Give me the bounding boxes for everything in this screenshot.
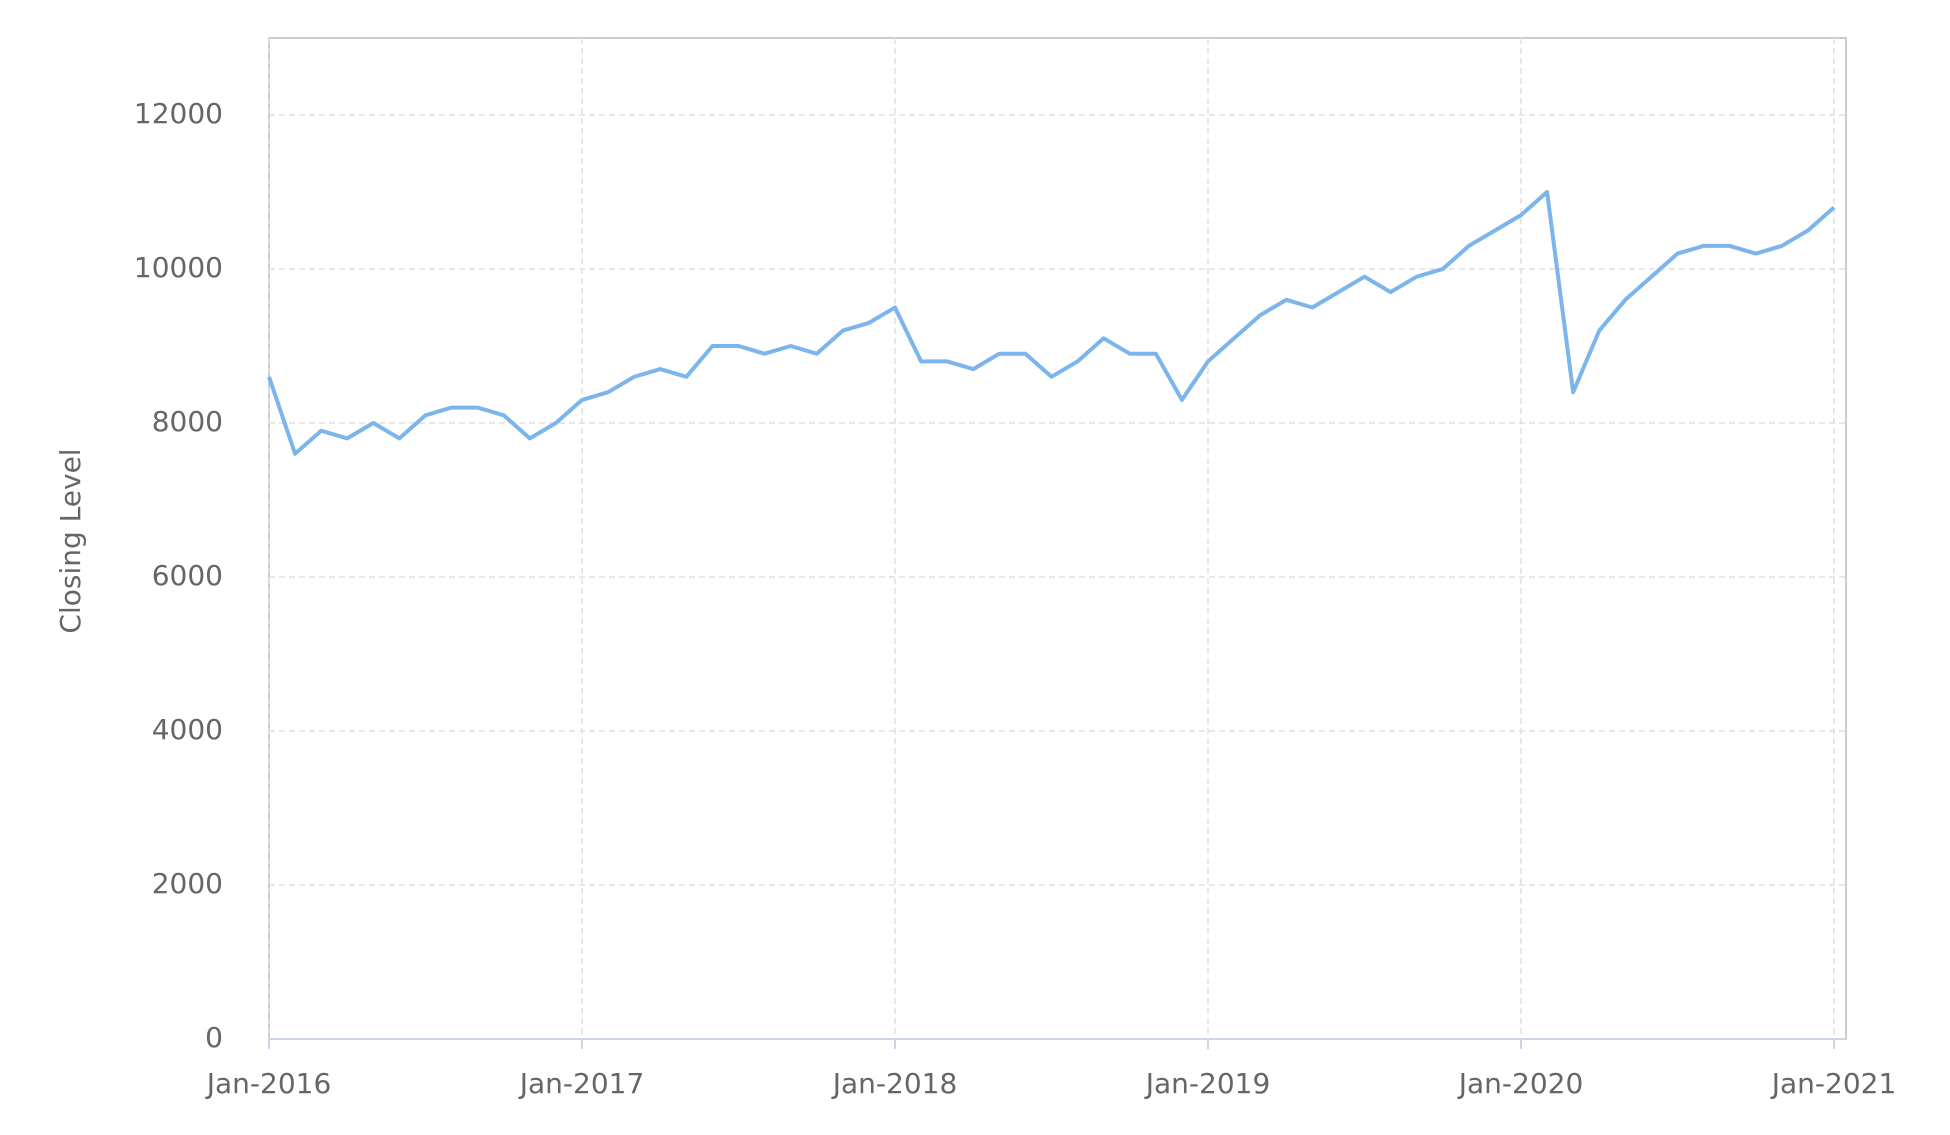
y-tick-label: 4000 xyxy=(152,713,223,746)
y-tick-label: 6000 xyxy=(152,559,223,592)
x-tick-label: Jan-2021 xyxy=(1770,1067,1897,1100)
x-tick-label: Jan-2018 xyxy=(831,1067,958,1100)
y-tick-label: 10000 xyxy=(134,251,223,284)
x-tick-label: Jan-2019 xyxy=(1144,1067,1271,1100)
x-tick-label: Jan-2017 xyxy=(518,1067,645,1100)
y-tick-label: 8000 xyxy=(152,405,223,438)
y-axis-title: Closing Level xyxy=(54,448,87,633)
y-tick-label: 0 xyxy=(205,1021,223,1054)
y-tick-label: 12000 xyxy=(134,97,223,130)
x-tick-label: Jan-2016 xyxy=(205,1067,332,1100)
plot-frame xyxy=(268,37,1847,1040)
y-tick-label: 2000 xyxy=(152,867,223,900)
x-tick-label: Jan-2020 xyxy=(1457,1067,1584,1100)
data-line xyxy=(267,190,1836,456)
